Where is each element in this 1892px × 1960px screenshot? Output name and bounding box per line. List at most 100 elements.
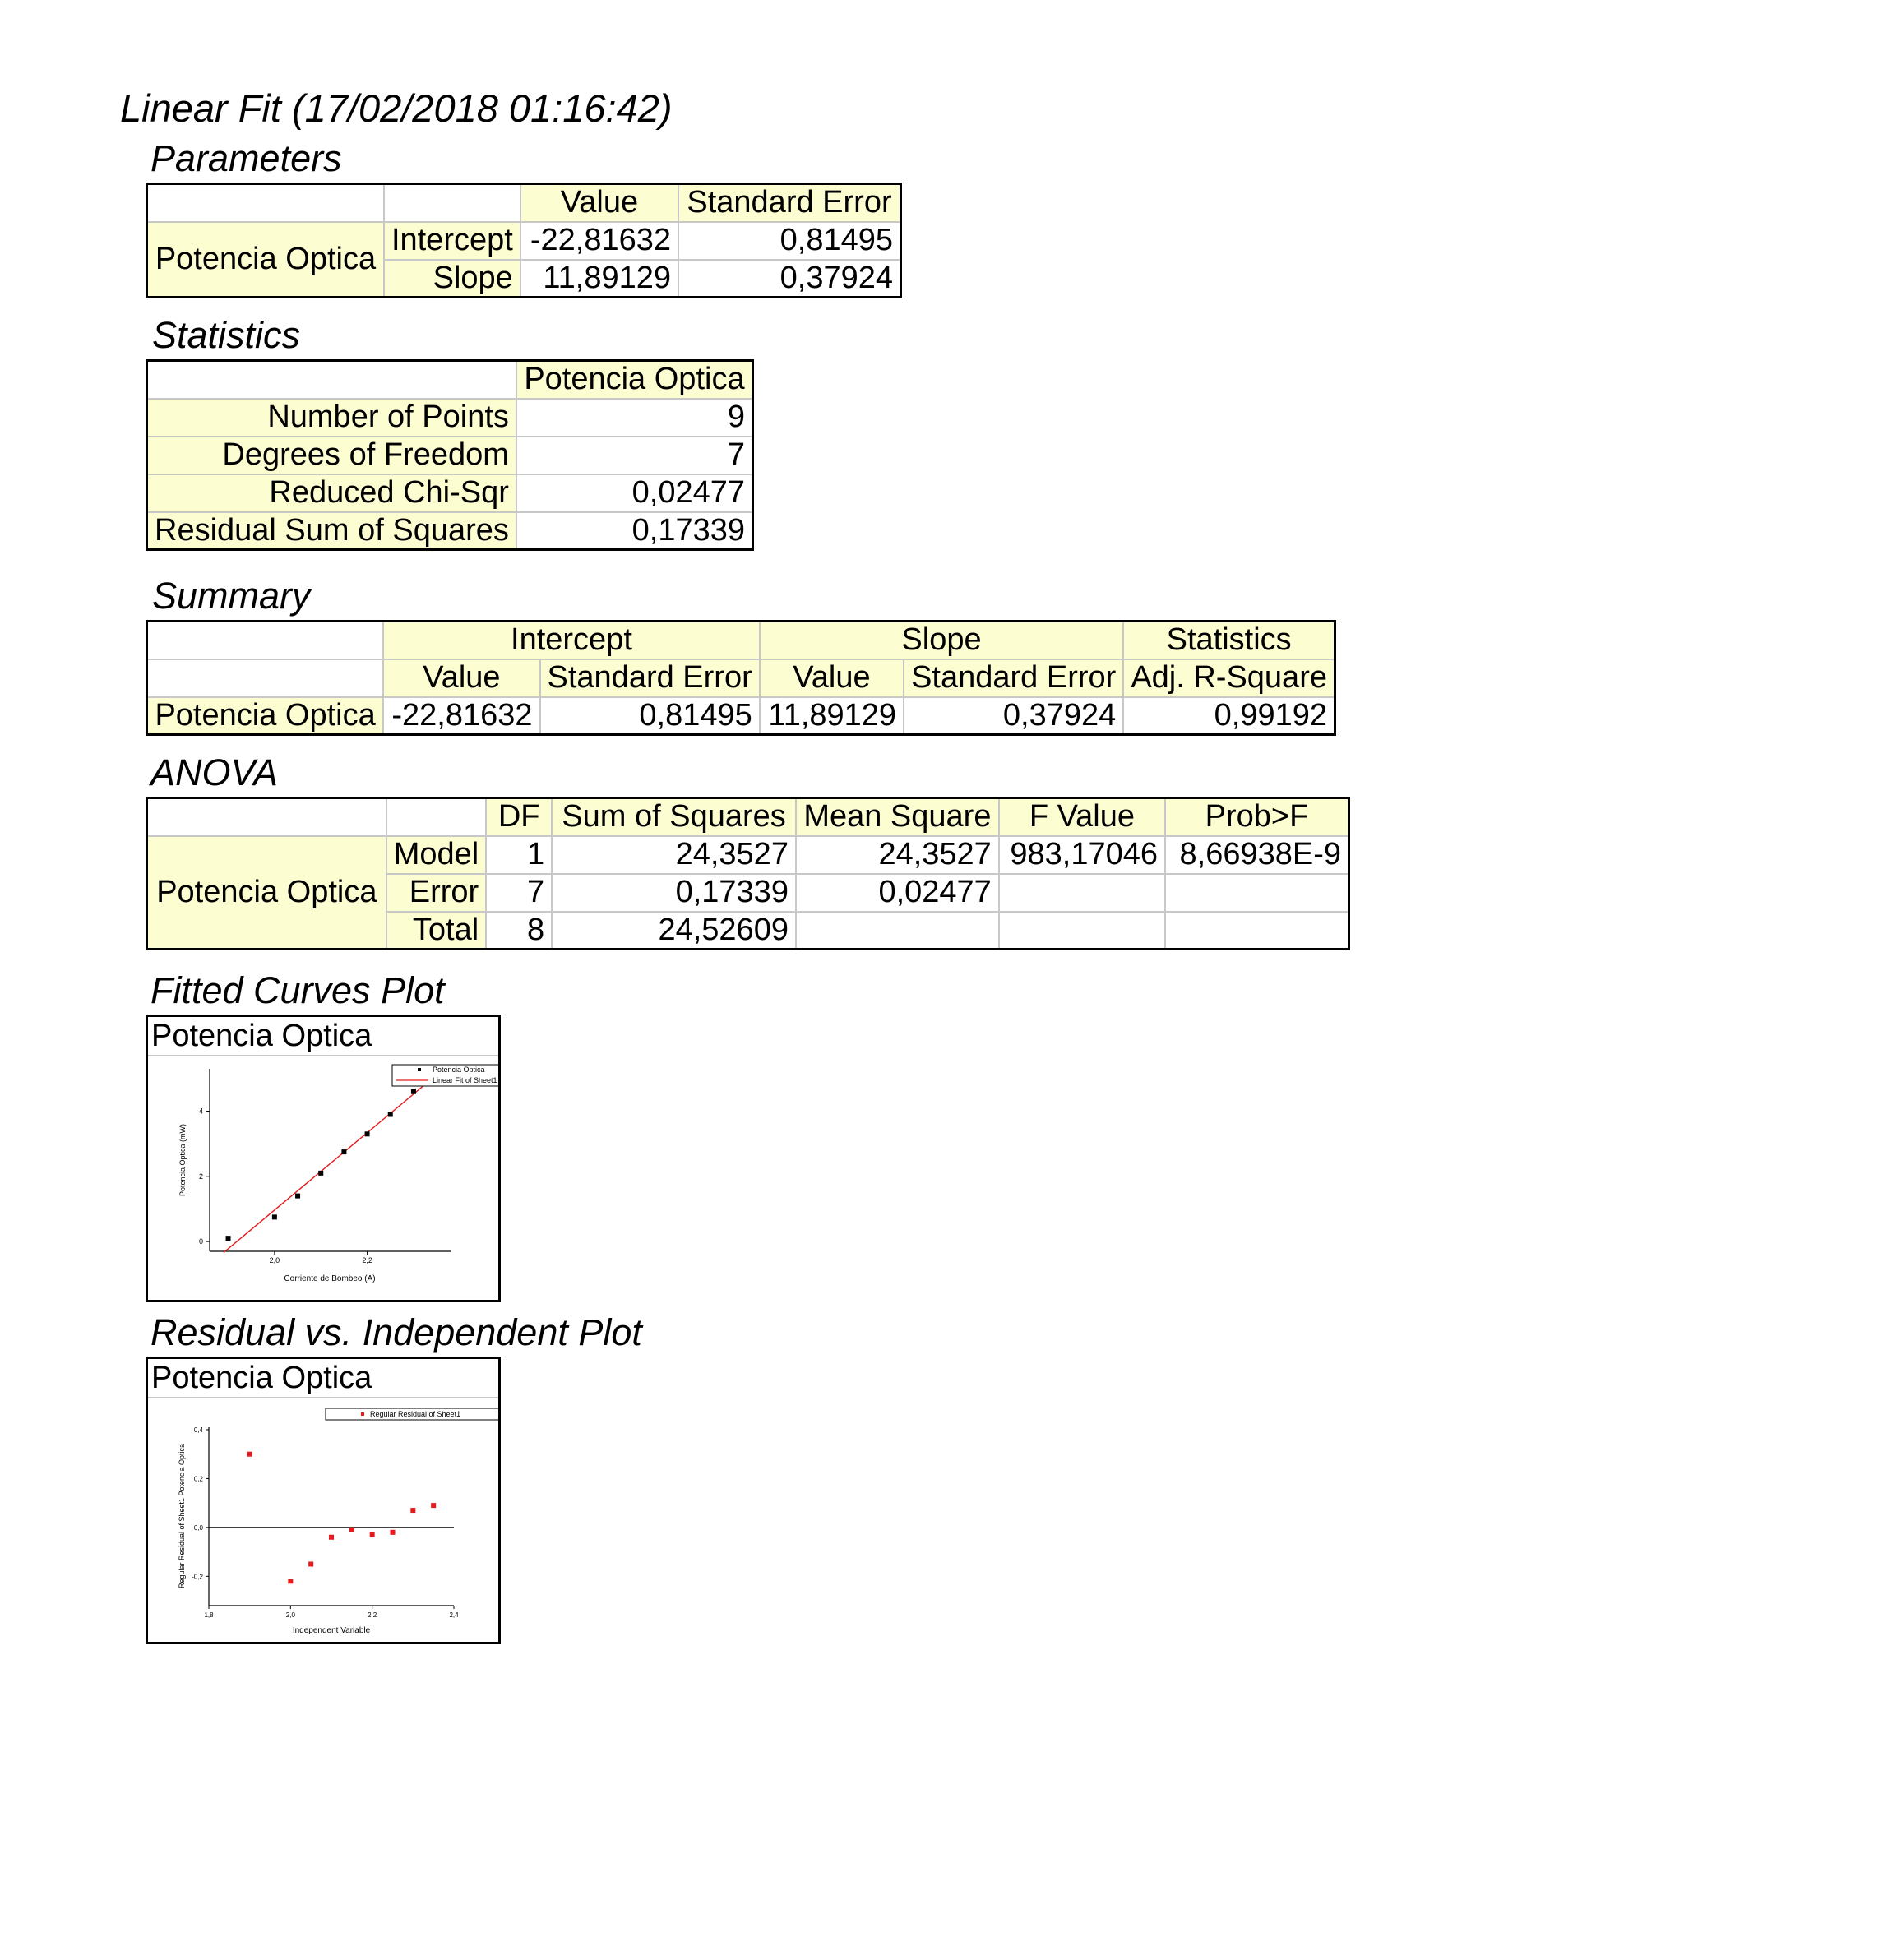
statistics-cell: 0,17339 — [515, 511, 754, 551]
residual-ytick-label: -0,2 — [192, 1573, 203, 1580]
fitted-xlabel: Corriente de Bombeo (A) — [284, 1274, 375, 1283]
anova-cell — [1164, 910, 1350, 950]
anova-cell: 7 — [485, 872, 553, 913]
residual-point — [410, 1508, 416, 1514]
anova-cell: 0,17339 — [551, 872, 797, 913]
parameters-row-label: Intercept — [382, 220, 521, 261]
statistics-cell: 9 — [515, 397, 754, 437]
residual-xtick-label: 2,4 — [449, 1611, 459, 1619]
residual-plot-title: Potencia Optica — [148, 1359, 498, 1398]
parameters-heading: Parameters — [150, 137, 342, 179]
anova-cell — [1164, 872, 1350, 913]
anova-cell — [997, 910, 1167, 950]
fitted-plot-panel: Potencia Optica 0 2 4 2,0 2,2 Corriente de … — [146, 1015, 501, 1302]
data-point — [271, 1214, 277, 1220]
summary-row-label: Potencia Optica — [146, 696, 385, 736]
parameters-col-value: Value — [519, 183, 680, 223]
fitted-xtick-label: 2,2 — [362, 1256, 372, 1264]
report-title: Linear Fit (17/02/2018 01:16:42) — [120, 86, 673, 130]
anova-cell: 24,52609 — [551, 910, 797, 950]
summary-group-slope: Slope — [758, 620, 1125, 660]
fitted-legend-points: Potencia Optica — [433, 1066, 485, 1074]
statistics-row-label: Number of Points — [146, 397, 517, 437]
residual-ytick-label: 0,0 — [194, 1524, 204, 1532]
fitted-ytick-label: 4 — [199, 1107, 203, 1116]
data-point — [341, 1149, 347, 1155]
summary-heading: Summary — [152, 575, 311, 617]
residual-point — [247, 1451, 252, 1457]
summary-cell: 11,89129 — [758, 696, 905, 736]
fitted-plot-chart: 0 2 4 2,0 2,2 Corriente de Bombeo (A) Poten… — [178, 1064, 498, 1283]
anova-cell: 0,02477 — [794, 872, 1000, 913]
summary-corner-2 — [146, 658, 385, 698]
residual-ytick-label: 0,2 — [194, 1475, 204, 1482]
residual-ytick-label: 0,4 — [194, 1426, 204, 1434]
anova-col-ss: Sum of Squares — [551, 797, 797, 837]
parameters-cell: -22,81632 — [519, 220, 680, 261]
fitted-plot-title: Potencia Optica — [148, 1017, 498, 1056]
fitted-legend-point-swatch — [418, 1068, 421, 1071]
fitted-legend-line: Linear Fit of Sheet1 — [433, 1076, 497, 1084]
anova-col-p: Prob>F — [1164, 797, 1350, 837]
statistics-row-label: Degrees of Freedom — [146, 435, 517, 475]
statistics-row-label: Reduced Chi-Sqr — [146, 473, 517, 513]
summary-cell: 0,81495 — [539, 696, 761, 736]
anova-cell: 8 — [485, 910, 553, 950]
summary-group-intercept: Intercept — [382, 620, 761, 660]
parameters-table: Value Standard Error Potencia Optica Int… — [146, 183, 902, 298]
residual-plot-panel: Potencia Optica -0,2 0,0 0,2 0,4 1,8 2,0 2,2 2… — [146, 1357, 501, 1644]
residual-xtick-label: 1,8 — [204, 1611, 214, 1619]
anova-cell: 1 — [485, 834, 553, 875]
anova-table: DF Sum of Squares Mean Square F Value Pr… — [146, 797, 1350, 950]
anova-corner — [146, 797, 387, 837]
anova-col-ms: Mean Square — [794, 797, 1000, 837]
residual-point — [349, 1527, 354, 1532]
data-point — [410, 1089, 416, 1094]
anova-col-df: DF — [485, 797, 553, 837]
residual-ylabel: Regular Residual of Sheet1 Potencia Opti… — [178, 1444, 186, 1588]
residual-point — [431, 1503, 437, 1509]
parameters-cell: 0,81495 — [678, 220, 902, 261]
data-point — [318, 1170, 324, 1176]
anova-col-f: F Value — [997, 797, 1167, 837]
summary-sub-se: Standard Error — [903, 658, 1125, 698]
parameters-corner-2 — [382, 183, 521, 223]
summary-cell: 0,99192 — [1122, 696, 1336, 736]
parameters-corner — [146, 183, 385, 223]
anova-cell: 24,3527 — [551, 834, 797, 875]
residual-point — [369, 1532, 375, 1537]
anova-row-label: Total — [385, 910, 488, 950]
fitted-xtick-label: 2,0 — [270, 1256, 280, 1264]
fitted-plot-heading: Fitted Curves Plot — [150, 969, 445, 1011]
statistics-heading: Statistics — [152, 314, 301, 356]
fitted-ytick-label: 2 — [199, 1172, 203, 1181]
anova-row-label: Error — [385, 872, 488, 913]
summary-corner — [146, 620, 385, 660]
residual-point — [308, 1561, 314, 1567]
data-point — [225, 1236, 231, 1241]
summary-cell: -22,81632 — [382, 696, 541, 736]
statistics-cell: 0,02477 — [515, 473, 754, 513]
fitted-ytick-label: 0 — [199, 1237, 203, 1246]
summary-sub-se: Standard Error — [539, 658, 761, 698]
residual-legend: Regular Residual of Sheet1 — [370, 1410, 460, 1418]
statistics-cell: 7 — [515, 435, 754, 475]
residual-point — [329, 1534, 334, 1540]
residual-xtick-label: 2,0 — [286, 1611, 296, 1619]
parameters-row-label: Slope — [382, 258, 521, 298]
summary-sub-adj: Adj. R-Square — [1122, 658, 1336, 698]
residual-plot-heading: Residual vs. Independent Plot — [150, 1311, 642, 1353]
statistics-corner — [146, 359, 517, 400]
residual-xtick-label: 2,2 — [368, 1611, 377, 1619]
residual-point — [288, 1579, 294, 1584]
fit-line — [223, 1078, 433, 1254]
parameters-cell: 0,37924 — [678, 258, 902, 298]
parameters-col-se: Standard Error — [678, 183, 902, 223]
parameters-row-group: Potencia Optica — [146, 220, 385, 298]
anova-cell: 8,66938E-9 — [1164, 834, 1350, 875]
anova-cell: 983,17046 — [997, 834, 1167, 875]
summary-sub-value: Value — [382, 658, 541, 698]
residual-xlabel: Independent Variable — [293, 1626, 371, 1635]
residual-plot-chart: -0,2 0,0 0,2 0,4 1,8 2,0 2,2 2,4 Independent V… — [178, 1408, 498, 1635]
anova-cell: 24,3527 — [794, 834, 1000, 875]
